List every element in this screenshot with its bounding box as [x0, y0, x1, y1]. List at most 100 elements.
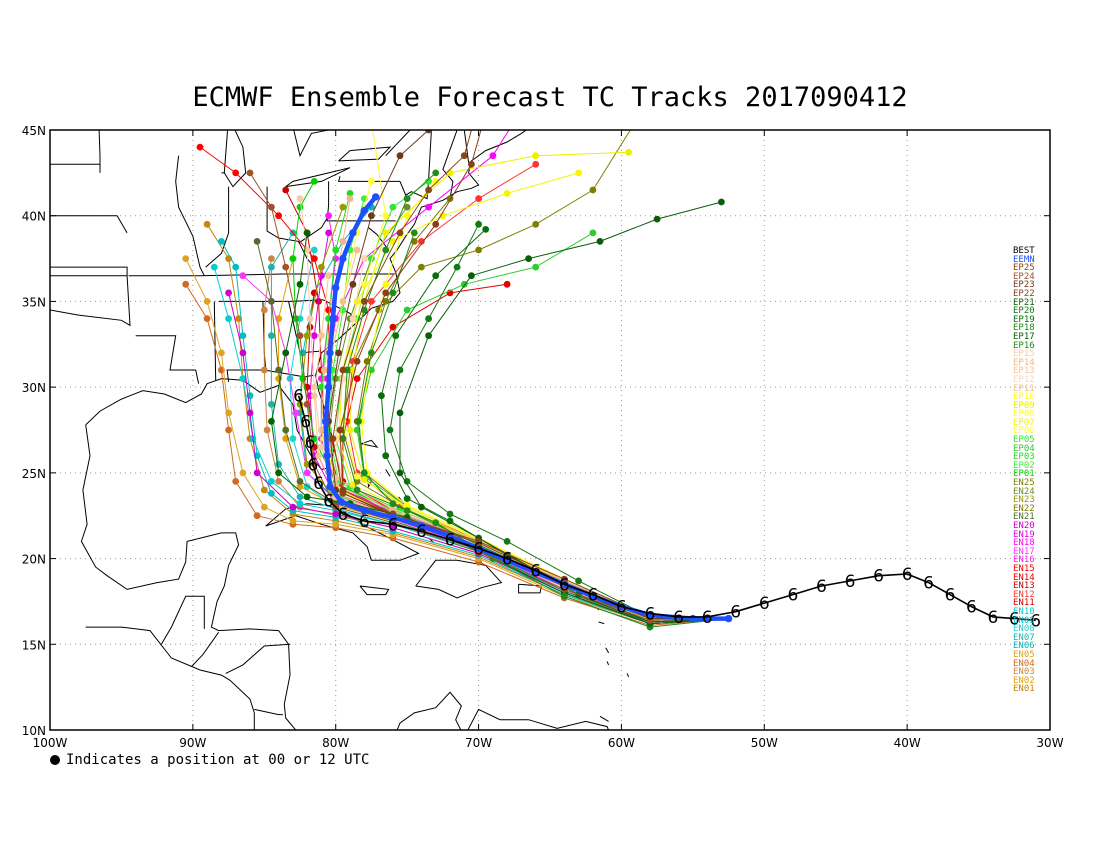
position-dot: [596, 238, 604, 245]
position-dot: [282, 426, 290, 434]
position-dot: [453, 263, 461, 271]
position-dot: [360, 298, 368, 305]
position-dot: [235, 315, 243, 322]
position-dot: [337, 498, 346, 506]
hurricane-symbol: 6: [945, 586, 956, 606]
track-line-ep18: [358, 232, 729, 628]
position-dot: [439, 212, 447, 220]
legend-entry-en07: EN07: [1013, 632, 1035, 643]
track-line-ep19: [380, 229, 729, 625]
legend-entry-en24: EN24: [1013, 486, 1035, 497]
position-dot: [432, 178, 440, 185]
coastline-segment: [135, 335, 200, 384]
position-dot: [396, 409, 404, 417]
position-dot: [446, 169, 454, 177]
track-lines: [182, 118, 1036, 631]
legend-entry-en15: EN15: [1013, 563, 1035, 574]
position-dot: [303, 469, 311, 477]
position-dot: [653, 215, 661, 223]
track-line-best: [297, 395, 1036, 622]
position-dot: [475, 539, 482, 547]
position-dot: [460, 152, 468, 160]
position-dot: [218, 238, 225, 245]
hurricane-symbol: 6: [307, 455, 318, 475]
position-dot: [268, 478, 275, 485]
position-dot: [625, 148, 632, 156]
position-dot: [503, 538, 511, 545]
position-dot: [296, 195, 304, 203]
position-dot: [346, 426, 354, 434]
position-dot: [325, 212, 332, 220]
position-dot: [360, 476, 368, 484]
position-dot: [368, 212, 375, 220]
legend-entry-en21: EN21: [1013, 512, 1035, 523]
position-dot: [382, 298, 390, 305]
position-dot: [210, 263, 218, 271]
position-dot: [396, 229, 404, 237]
hurricane-symbol: 6: [587, 586, 598, 606]
coastline-segment: [337, 176, 400, 182]
position-dot: [396, 469, 404, 477]
position-dot: [425, 203, 432, 211]
track-line-en12: [346, 163, 729, 620]
hurricane-symbol: 6: [1030, 611, 1041, 631]
position-dot: [475, 246, 482, 254]
position-dot: [368, 366, 375, 374]
position-dot: [268, 203, 275, 211]
legend-entry-en03: EN03: [1013, 667, 1035, 678]
coastline-segment: [160, 595, 205, 645]
hurricane-symbol: 6: [387, 515, 398, 535]
position-dot: [282, 186, 290, 194]
position-dot: [368, 298, 375, 305]
legend-entry-en01: EN01: [1013, 684, 1035, 695]
position-dot: [632, 118, 639, 125]
position-dot: [360, 469, 368, 477]
position-dot: [303, 229, 311, 237]
position-dot: [203, 220, 211, 228]
position-dot: [225, 289, 233, 297]
position-dot: [268, 418, 275, 425]
legend-entry-en20: EN20: [1013, 521, 1035, 531]
track-line-en18: [323, 130, 729, 620]
position-dot: [268, 263, 275, 271]
legend-entry-ep22: EP22: [1013, 288, 1035, 299]
legend-entry-en04: EN04: [1013, 658, 1035, 669]
legend-entry-en19: EN19: [1013, 529, 1035, 540]
legend-entry-en17: EN17: [1013, 546, 1035, 557]
position-dot: [368, 178, 375, 185]
position-dot: [718, 198, 725, 206]
position-dot: [446, 510, 454, 518]
position-dot: [575, 577, 582, 585]
position-dot: [289, 255, 297, 262]
hurricane-symbol: 6: [816, 577, 827, 597]
position-dot: [268, 255, 275, 262]
position-dot: [289, 503, 297, 511]
coastline-segment: [128, 273, 395, 277]
hurricane-symbol: 6: [787, 586, 798, 606]
position-dot: [532, 160, 540, 168]
position-dot: [339, 254, 347, 263]
position-dot: [336, 426, 344, 434]
position-dot: [724, 614, 733, 623]
position-dot: [382, 289, 390, 297]
hurricane-symbol: 6: [313, 474, 324, 494]
hurricane-symbol: 6: [502, 550, 513, 570]
position-dot: [275, 460, 282, 468]
legend-entry-ep19: EP19: [1013, 314, 1035, 325]
position-dot: [353, 358, 361, 365]
coastline-segment: [359, 585, 390, 596]
position-dot: [339, 418, 347, 425]
footnote: Indicates a position at 00 or 12 UTC: [50, 752, 369, 768]
position-dot: [353, 486, 361, 494]
position-dot: [353, 375, 361, 382]
legend-entry-ep21: EP21: [1013, 297, 1035, 308]
position-dot: [275, 366, 282, 374]
track-line-en05: [185, 258, 729, 625]
grid-lines: [50, 130, 1050, 730]
position-dot: [468, 160, 475, 168]
lon-tick-label: 90W: [179, 736, 206, 750]
position-dot: [355, 418, 362, 425]
position-dot: [268, 400, 275, 408]
legend-entry-eemn: EEMN: [1013, 254, 1035, 265]
legend-entry-ep07: EP07: [1013, 417, 1035, 428]
